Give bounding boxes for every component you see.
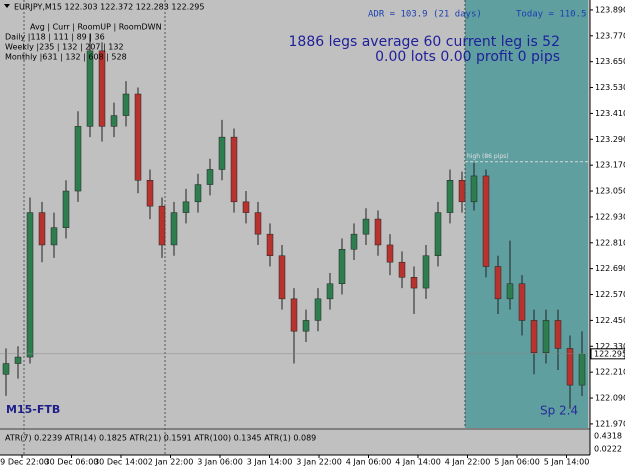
- y-tick-label: 122.570: [595, 290, 625, 299]
- y-tick-label: 123.770: [595, 31, 625, 40]
- candle-body: [182, 201, 190, 213]
- candle-body: [26, 212, 34, 358]
- y-tick-label: 123.650: [595, 57, 625, 66]
- candle-body: [530, 320, 538, 353]
- table-line: Weekly |235 | 132 | 207 | 132: [5, 43, 124, 52]
- y-tick-label: 123.170: [595, 161, 625, 170]
- candle-body: [326, 283, 334, 300]
- candle-body: [230, 136, 238, 203]
- candle-body: [158, 205, 166, 246]
- x-tick-label: 5 Jan 14:00: [544, 458, 590, 467]
- atr-pane: [0, 430, 590, 455]
- y-tick-label: 122.450: [595, 316, 625, 325]
- candle-body: [254, 212, 262, 235]
- y-tick-label: 122.330: [595, 342, 625, 351]
- candle-body: [98, 50, 106, 127]
- candle-body: [122, 93, 130, 116]
- candle-body: [398, 261, 406, 278]
- candle-body: [506, 283, 514, 300]
- candle-body: [410, 277, 418, 289]
- x-tick-label: 30 Dec 14:00: [94, 458, 148, 467]
- candle-body: [554, 320, 562, 349]
- candle-body: [110, 115, 118, 127]
- candle-body: [518, 283, 526, 321]
- candle-body: [422, 255, 430, 289]
- candle-body: [290, 298, 298, 332]
- candle-body: [578, 353, 586, 386]
- x-tick-label: 4 Jan 14:00: [395, 458, 441, 467]
- candle-body: [362, 218, 370, 235]
- x-tick-label: 2 Jan 22:00: [148, 458, 194, 467]
- y-tick-label: 123.890: [595, 5, 625, 14]
- candle-body: [278, 255, 286, 300]
- candle-body: [446, 180, 454, 213]
- y-tick-label: 122.810: [595, 238, 625, 247]
- legs-text: 1886 legs average 60 current leg is 52: [289, 34, 560, 50]
- candle-body: [494, 266, 502, 300]
- candle-body: [266, 233, 274, 256]
- candle-body: [350, 233, 358, 250]
- y-tick-label: 122.090: [595, 394, 625, 403]
- candle-body: [338, 249, 346, 285]
- high-line-label: high (86 pips): [467, 153, 509, 160]
- atr-axis-label: 0.4318: [594, 432, 622, 441]
- profit-text: 0.00 lots 0.00 profit 0 pips: [375, 49, 560, 65]
- atr-axis-label: 0.0222: [594, 445, 622, 454]
- candle-body: [302, 320, 310, 332]
- candle-body: [458, 180, 466, 203]
- y-tick-label: 123.410: [595, 109, 625, 118]
- x-tick-label: 4 Jan 06:00: [346, 458, 392, 467]
- adr-text: ADR = 103.9 (21 days): [368, 10, 482, 20]
- candle-body: [242, 201, 250, 213]
- candle-body: [482, 175, 490, 267]
- y-tick-label: 123.050: [595, 187, 625, 196]
- candle-body: [14, 356, 22, 364]
- candle-body: [314, 298, 322, 321]
- current-price-label: 122.295: [594, 349, 625, 358]
- candle-body: [170, 212, 178, 246]
- spread-label: Sp 2.4: [540, 404, 578, 418]
- strategy-label: M15-FTB: [6, 403, 60, 416]
- candle-body: [194, 184, 202, 203]
- y-tick-label: 123.530: [595, 83, 625, 92]
- today-text: Today = 110.5: [516, 10, 586, 20]
- candle-body: [2, 363, 10, 375]
- atr-text: ATR(7) 0.2239 ATR(14) 0.1825 ATR(21) 0.1…: [5, 434, 316, 443]
- symbol-header: EURJPY,M15 122.303 122.372 122.283 122.2…: [14, 3, 205, 12]
- menu-arrow[interactable]: [4, 4, 10, 8]
- table-line: Monthly |631 | 132 | 608 | 528: [5, 53, 127, 62]
- candle-body: [146, 180, 154, 207]
- x-tick-label: 5 Jan 06:00: [494, 458, 540, 467]
- x-tick-label: 4 Jan 22:00: [445, 458, 491, 467]
- candle-body: [86, 50, 94, 127]
- candle-body: [542, 320, 550, 353]
- current-price-box: [590, 348, 625, 360]
- x-tick-label: 3 Jan 06:00: [197, 458, 243, 467]
- candle-body: [386, 244, 394, 263]
- candle-body: [62, 190, 70, 228]
- y-tick-label: 123.290: [595, 135, 625, 144]
- candle-body: [74, 126, 82, 192]
- candle-body: [218, 136, 226, 170]
- y-tick-label: 122.930: [595, 212, 625, 221]
- x-tick-label: 29 Dec 22:00: [0, 458, 49, 467]
- candle-body: [50, 227, 58, 246]
- candle-body: [134, 93, 142, 181]
- x-tick-label: 3 Jan 14:00: [247, 458, 293, 467]
- table-line: Daily |118 | 111 | 89 | 36: [5, 33, 105, 42]
- candle-body: [566, 348, 574, 386]
- candle-body: [374, 218, 382, 246]
- y-tick-label: 121.970: [595, 419, 625, 428]
- y-tick-label: 122.690: [595, 264, 625, 273]
- x-tick-label: 30 Dec 06:00: [45, 458, 99, 467]
- candle-body: [470, 175, 478, 203]
- table-line: Avg | Curr | RoomUP | RoomDWN: [30, 23, 162, 32]
- y-tick-label: 122.210: [595, 368, 625, 377]
- candle-body: [206, 169, 214, 185]
- candle-body: [38, 212, 46, 246]
- candle-body: [434, 212, 442, 256]
- x-tick-label: 3 Jan 22:00: [296, 458, 342, 467]
